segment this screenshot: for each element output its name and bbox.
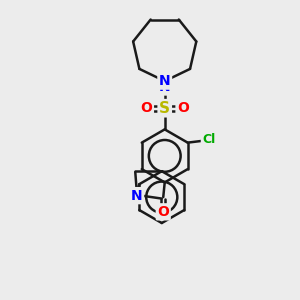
Text: O: O [140,101,152,115]
Text: N: N [131,189,142,202]
Text: S: S [159,101,170,116]
Text: N: N [159,74,170,88]
Text: Cl: Cl [202,133,215,146]
Text: O: O [157,205,169,219]
Text: N: N [159,80,170,94]
Text: O: O [177,101,189,115]
